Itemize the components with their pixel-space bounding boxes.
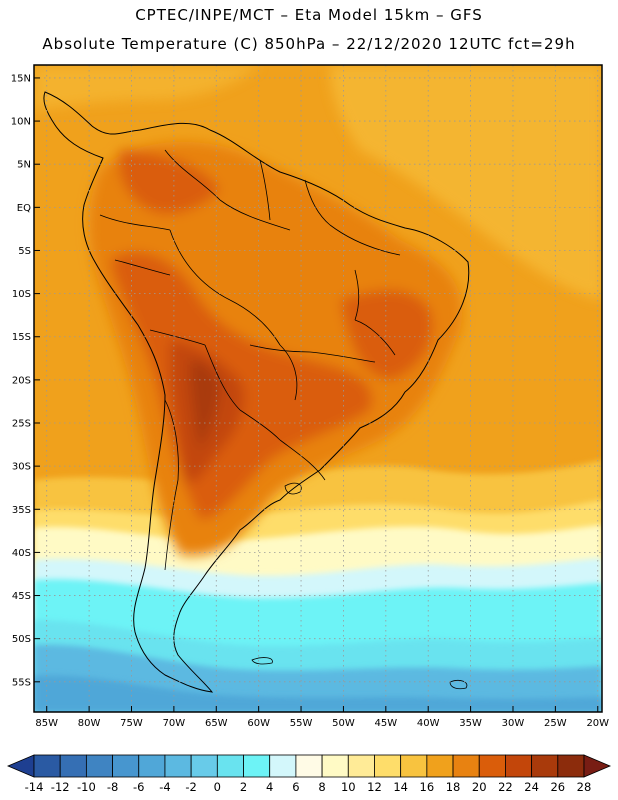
- lat-tick-label: 10S: [12, 289, 31, 300]
- south-america-outline: [43, 91, 470, 693]
- map-field: [34, 65, 602, 712]
- colorbar-tick-label: -4: [159, 780, 171, 794]
- lon-tick-label: 20W: [586, 718, 609, 729]
- lat-tick-label: 15N: [11, 73, 31, 84]
- colorbar-tick-label: 10: [340, 780, 356, 794]
- colorbar-tick-label: -2: [185, 780, 197, 794]
- colorbar-tick-label: 14: [393, 780, 408, 794]
- field-continent-26: [190, 360, 220, 450]
- colorbar-tick-label: 18: [445, 780, 461, 794]
- lat-tick-label: 50S: [12, 634, 31, 645]
- colorbar-tick-label: 16: [419, 780, 435, 794]
- colorbar-tick-label: 20: [471, 780, 487, 794]
- lat-tick-label: 5N: [17, 160, 31, 171]
- colorbar-arrow-low: [6, 754, 35, 778]
- lat-tick-label: 20S: [12, 375, 31, 386]
- colorbar-tick-label: 0: [213, 780, 221, 794]
- colorbar-box: [164, 754, 192, 778]
- colorbar-tick-label: 22: [498, 780, 513, 794]
- lagoon-dos-patos: [284, 482, 302, 495]
- lat-tick-label: 55S: [12, 677, 31, 688]
- field-andes-north: [119, 150, 220, 214]
- colorbar-box: [269, 754, 297, 778]
- lat-tick-label: EQ: [17, 203, 31, 214]
- colorbar-tick-label: 12: [367, 780, 382, 794]
- lat-tick-label: 40S: [12, 548, 31, 559]
- colorbar-box: [216, 754, 244, 778]
- field-caribbean: [34, 65, 260, 110]
- lat-tick-label: 10N: [11, 117, 31, 128]
- colorbar-tick-label: 26: [550, 780, 566, 794]
- colorbar-box: [557, 754, 585, 778]
- lat-tick-label: 30S: [12, 462, 31, 473]
- lat-tick-label: 25S: [12, 419, 31, 430]
- colorbar-box: [190, 754, 218, 778]
- colorbar-box: [138, 754, 166, 778]
- title-line-2: Absolute Temperature (C) 850hPa – 22/12/…: [42, 35, 576, 53]
- field-band-neg2: [34, 675, 602, 712]
- colorbar-box: [33, 754, 61, 778]
- lon-tick-label: 40W: [417, 718, 440, 729]
- lon-tick-label: 85W: [35, 718, 58, 729]
- longitude-axis: 85W 80W 75W 70W 65W 60W 55W 50W 45W 40W 35W 30W 25W 2…: [35, 706, 609, 729]
- lon-tick-label: 60W: [247, 718, 270, 729]
- colorbar-box: [59, 754, 87, 778]
- colorbar-tick-label: 2: [239, 780, 248, 794]
- colorbar-box: [478, 754, 506, 778]
- colorbar-tick-label: -14: [24, 780, 44, 794]
- lon-tick-label: 65W: [205, 718, 228, 729]
- title-line-1: CPTEC/INPE/MCT – Eta Model 15km – GFS: [135, 6, 483, 24]
- colorbar-tick-label: -12: [50, 780, 70, 794]
- colorbar-box: [531, 754, 559, 778]
- colorbar-tick-label: 6: [292, 780, 300, 794]
- colorbar-box: [452, 754, 480, 778]
- lat-tick-label: 35S: [12, 505, 31, 516]
- colorbar-box: [505, 754, 533, 778]
- lon-tick-label: 30W: [502, 718, 525, 729]
- island-south: [251, 657, 273, 665]
- colorbar: [6, 754, 612, 778]
- field-ne-brazil: [340, 290, 433, 380]
- lat-tick-label: 5S: [18, 246, 31, 257]
- lon-tick-label: 55W: [290, 718, 313, 729]
- lon-tick-label: 70W: [163, 718, 186, 729]
- lon-tick-label: 80W: [78, 718, 101, 729]
- colorbar-arrow-high: [583, 754, 612, 778]
- falkland-islands: [449, 680, 468, 690]
- map-frame: [33, 64, 603, 713]
- lon-tick-label: 45W: [375, 718, 398, 729]
- colorbar-box: [347, 754, 375, 778]
- colorbar-box: [426, 754, 454, 778]
- lon-tick-label: 35W: [459, 718, 482, 729]
- lat-tick-label: 15S: [12, 332, 31, 343]
- latitude-axis: 15N 10N 5N EQ 5S 10S 15S 20S 25S 30S 35S 40S 45S 50S 5…: [11, 73, 40, 688]
- lon-tick-label: 25W: [544, 718, 567, 729]
- colorbar-box: [321, 754, 349, 778]
- colorbar-tick-label: 4: [266, 780, 274, 794]
- colorbar-tick-label: 28: [576, 780, 592, 794]
- field-north-atlantic: [330, 65, 602, 300]
- colorbar-tick-label: -10: [76, 780, 96, 794]
- lon-tick-label: 75W: [120, 718, 143, 729]
- colorbar-box: [295, 754, 323, 778]
- colorbar-tick-label: 8: [318, 780, 326, 794]
- colorbar-box: [243, 754, 271, 778]
- colorbar-box: [85, 754, 113, 778]
- colorbar-box: [112, 754, 140, 778]
- lon-tick-label: 50W: [332, 718, 355, 729]
- lat-tick-label: 45S: [12, 591, 31, 602]
- colorbar-box: [400, 754, 428, 778]
- colorbar-box: [374, 754, 402, 778]
- colorbar-tick-label: -6: [133, 780, 145, 794]
- country-borders: [99, 149, 401, 571]
- colorbar-tick-label: 24: [524, 780, 539, 794]
- colorbar-tick-label: -8: [106, 780, 119, 794]
